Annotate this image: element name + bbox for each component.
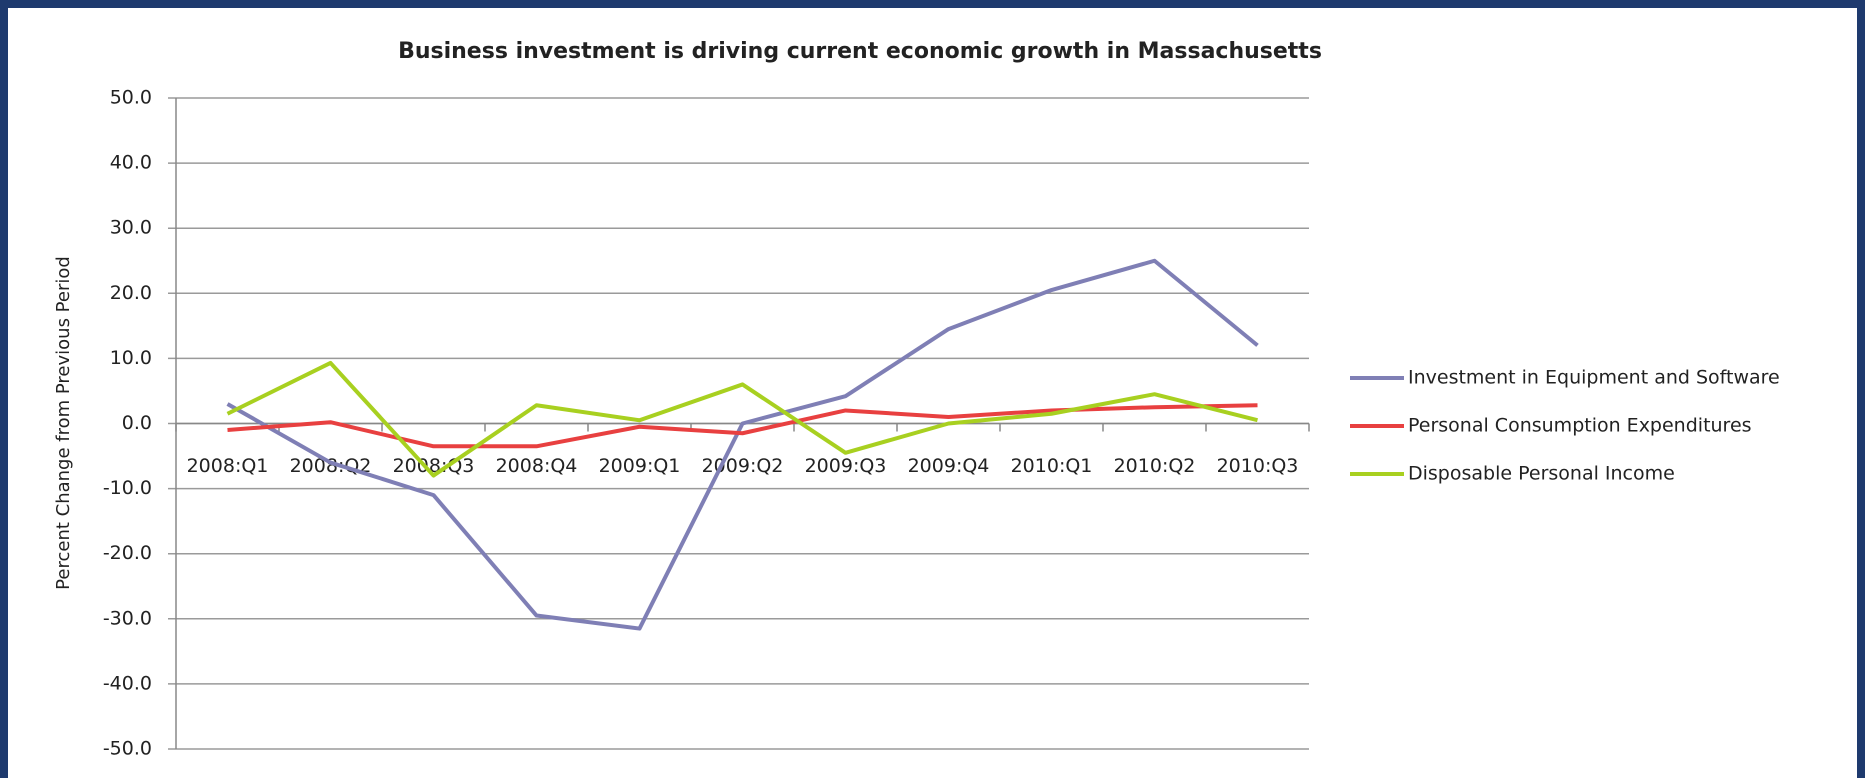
y-axis-label: Percent Change from Previous Period	[53, 256, 74, 590]
x-tick-label: 2008:Q1	[187, 455, 269, 477]
y-tick-label: -20.0	[103, 542, 152, 564]
y-tick-label: 30.0	[110, 217, 152, 239]
legend-label: Investment in Equipment and Software	[1408, 367, 1780, 389]
x-tick-label: 2010:Q2	[1114, 455, 1196, 477]
x-tick-label: 2010:Q3	[1217, 455, 1299, 477]
x-tick-label: 2009:Q2	[702, 455, 784, 477]
y-tick-label: -10.0	[103, 477, 152, 499]
y-tick-label: 20.0	[110, 282, 152, 304]
x-tick-label: 2009:Q1	[599, 455, 681, 477]
y-tick-label: -30.0	[103, 607, 152, 629]
x-tick-label: 2010:Q1	[1011, 455, 1093, 477]
x-tick-label: 2008:Q4	[496, 455, 578, 477]
y-tick-label: 40.0	[110, 152, 152, 174]
legend-label: Disposable Personal Income	[1408, 463, 1675, 485]
legend-label: Personal Consumption Expenditures	[1408, 415, 1752, 437]
y-tick-label: -40.0	[103, 672, 152, 694]
x-tick-label: 2008:Q2	[290, 455, 372, 477]
x-tick-label: 2009:Q4	[908, 455, 990, 477]
y-tick-label: -50.0	[103, 738, 152, 760]
series-line	[226, 360, 1258, 478]
chart-title: Business investment is driving current e…	[398, 39, 1322, 64]
x-tick-label: 2009:Q3	[805, 455, 887, 477]
chart-background	[8, 8, 1857, 778]
series-line	[226, 258, 1259, 631]
y-tick-label: 50.0	[110, 87, 152, 109]
y-tick-label: 10.0	[110, 347, 152, 369]
y-tick-label: 0.0	[122, 412, 152, 434]
